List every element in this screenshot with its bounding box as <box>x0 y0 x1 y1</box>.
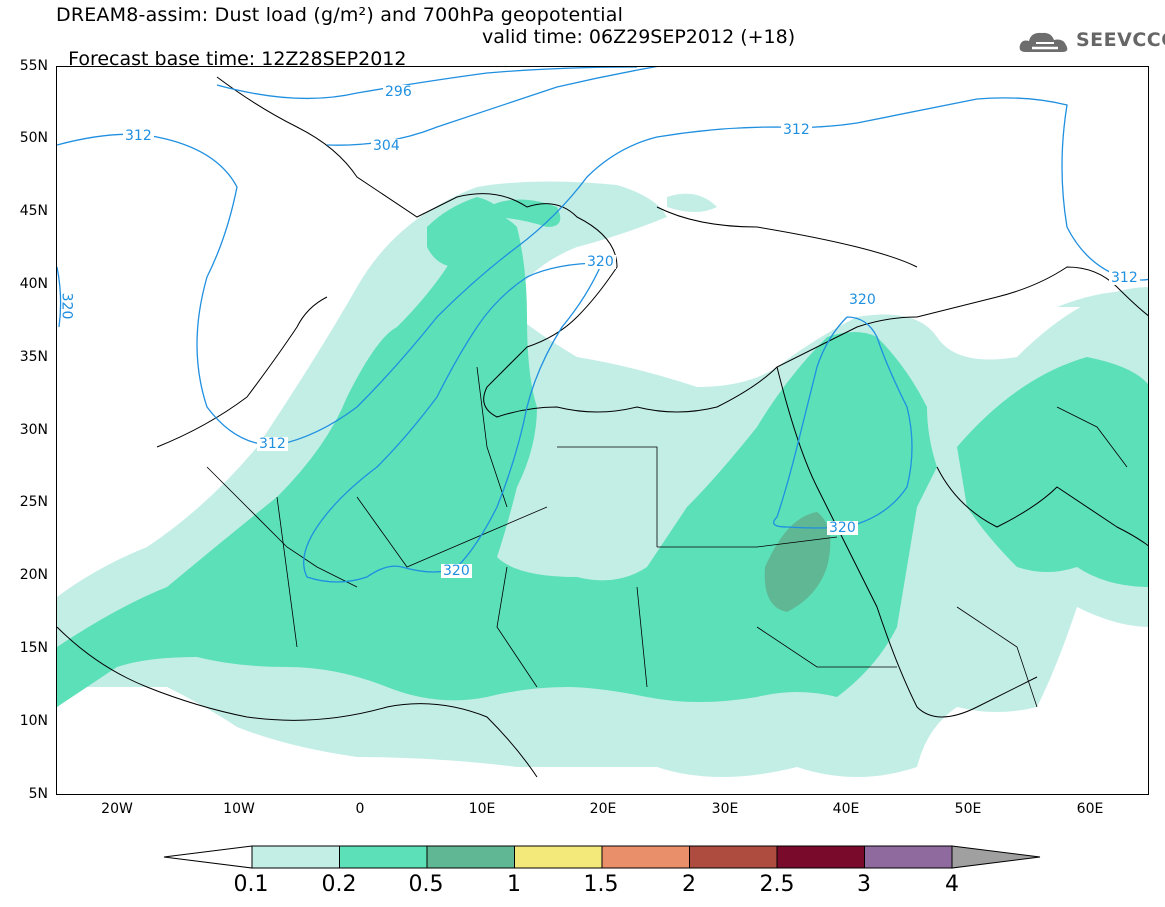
lat-label: 35N <box>19 349 48 365</box>
colorbar-segment <box>601 845 690 869</box>
contour-label: 304 <box>371 138 402 154</box>
lon-label: 30E <box>711 801 739 817</box>
map-panel: 296 304 312 312 312 312 320 320 320 320 … <box>56 66 1149 795</box>
contour-label: 320 <box>827 520 858 536</box>
colorbar-segment <box>251 845 340 869</box>
contour-label: 320 <box>441 563 472 579</box>
lat-label: 5N <box>28 786 48 802</box>
contour-label: 312 <box>1109 270 1140 286</box>
lat-label: 30N <box>19 422 48 438</box>
colorbar-tick: 1 <box>507 872 521 897</box>
geopotential-contours <box>57 67 1148 583</box>
colorbar-segment <box>426 845 515 869</box>
colorbar-tick: 0.2 <box>321 872 357 897</box>
colorbar-segment <box>514 845 603 869</box>
contour-label: 312 <box>257 436 288 452</box>
dust-layer-0-5 <box>764 512 831 612</box>
contour-label: 320 <box>585 254 616 270</box>
colorbar-tick: 2.5 <box>759 872 795 897</box>
colorbar <box>163 845 1041 869</box>
country-borders <box>206 366 1128 708</box>
colorbar-tick: 1.5 <box>583 872 619 897</box>
lat-label: 50N <box>19 130 48 146</box>
colorbar-segment <box>689 845 778 869</box>
contour-label: 320 <box>58 292 75 320</box>
forecast-times: Forecast base time: 12Z28SEP2012 valid t… <box>56 26 795 92</box>
lon-label: 10E <box>468 801 496 817</box>
colorbar-right-arrow <box>951 845 1041 869</box>
contour-label: 312 <box>781 122 812 138</box>
colorbar-tick: 4 <box>945 872 959 897</box>
colorbar-tick: 2 <box>682 872 696 897</box>
lat-label: 25N <box>19 494 48 510</box>
cloud-logo-icon <box>1019 32 1068 52</box>
chart-title: DREAM8-assim: Dust load (g/m²) and 700hP… <box>56 4 624 26</box>
lon-label: 0 <box>355 801 365 817</box>
lat-label: 20N <box>19 567 48 583</box>
lon-label: 40E <box>832 801 860 817</box>
lat-label: 55N <box>19 58 48 74</box>
lon-label: 20E <box>589 801 617 817</box>
lat-label: 45N <box>19 203 48 219</box>
coastlines <box>57 76 1148 778</box>
lon-label: 20W <box>101 801 133 817</box>
forecast-base-time: Forecast base time: 12Z28SEP2012 <box>68 48 407 70</box>
lat-label: 15N <box>19 640 48 656</box>
map-canvas <box>57 67 1148 778</box>
colorbar-tick: 3 <box>857 872 871 897</box>
seevccc-logo: SEEVCCC <box>1018 26 1165 56</box>
colorbar-tick: 0.1 <box>233 872 269 897</box>
valid-time: valid time: 06Z29SEP2012 (+18) <box>482 26 796 48</box>
colorbar-tick: 0.5 <box>408 872 444 897</box>
colorbar-segments <box>163 845 1041 869</box>
colorbar-segment <box>776 845 865 869</box>
colorbar-segment <box>864 845 953 869</box>
lat-label: 40N <box>19 276 48 292</box>
dust-layer-0-2 <box>57 197 1148 707</box>
colorbar-left-arrow <box>163 845 253 869</box>
contour-label: 296 <box>383 84 414 100</box>
logo-text: SEEVCCC <box>1076 29 1165 51</box>
lat-label: 10N <box>19 713 48 729</box>
lon-label: 60E <box>1076 801 1104 817</box>
lon-label: 50E <box>954 801 982 817</box>
contour-label: 320 <box>847 292 878 308</box>
colorbar-segment <box>339 845 428 869</box>
lon-label: 10W <box>223 801 255 817</box>
contour-label: 312 <box>123 128 154 144</box>
